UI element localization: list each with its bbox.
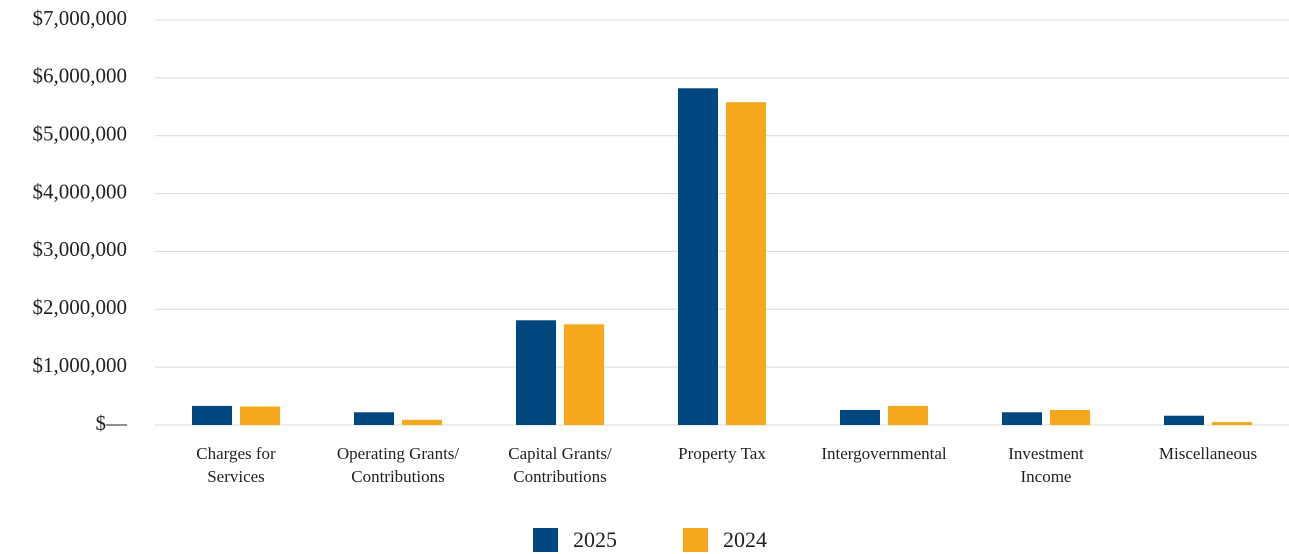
y-tick-label: $6,000,000 — [33, 64, 128, 88]
x-tick-label: Capital Grants/Contributions — [508, 444, 612, 486]
legend-swatch — [683, 528, 708, 552]
x-tick-label: Operating Grants/Contributions — [337, 444, 460, 486]
legend-swatch — [533, 528, 558, 552]
bar — [1050, 409, 1090, 425]
bar — [564, 324, 604, 425]
y-tick-label: $3,000,000 — [33, 237, 128, 261]
y-tick-label: $4,000,000 — [33, 179, 128, 203]
bar — [402, 419, 442, 425]
bar — [240, 406, 280, 425]
bar — [1164, 415, 1204, 425]
bar — [354, 412, 394, 425]
bar — [192, 405, 232, 425]
legend-label: 2025 — [573, 527, 617, 552]
bar — [726, 102, 766, 426]
y-tick-label: $7,000,000 — [33, 6, 128, 30]
y-tick-label: $2,000,000 — [33, 295, 128, 319]
y-tick-label: $— — [96, 411, 129, 435]
x-tick-label: Property Tax — [678, 444, 766, 463]
y-tick-label: $1,000,000 — [33, 353, 128, 377]
bar — [516, 320, 556, 425]
legend-label: 2024 — [723, 527, 767, 552]
bar — [840, 409, 880, 425]
x-tick-label: Charges for Services — [196, 444, 276, 486]
bar — [678, 88, 718, 426]
bar — [1212, 422, 1252, 425]
x-tick-label: Investment Income — [1008, 444, 1084, 486]
x-tick-label: Miscellaneous — [1159, 444, 1257, 463]
y-tick-label: $5,000,000 — [33, 122, 128, 146]
bar — [1002, 412, 1042, 425]
x-tick-label: Intergovernmental — [821, 444, 947, 463]
bar — [888, 405, 928, 425]
